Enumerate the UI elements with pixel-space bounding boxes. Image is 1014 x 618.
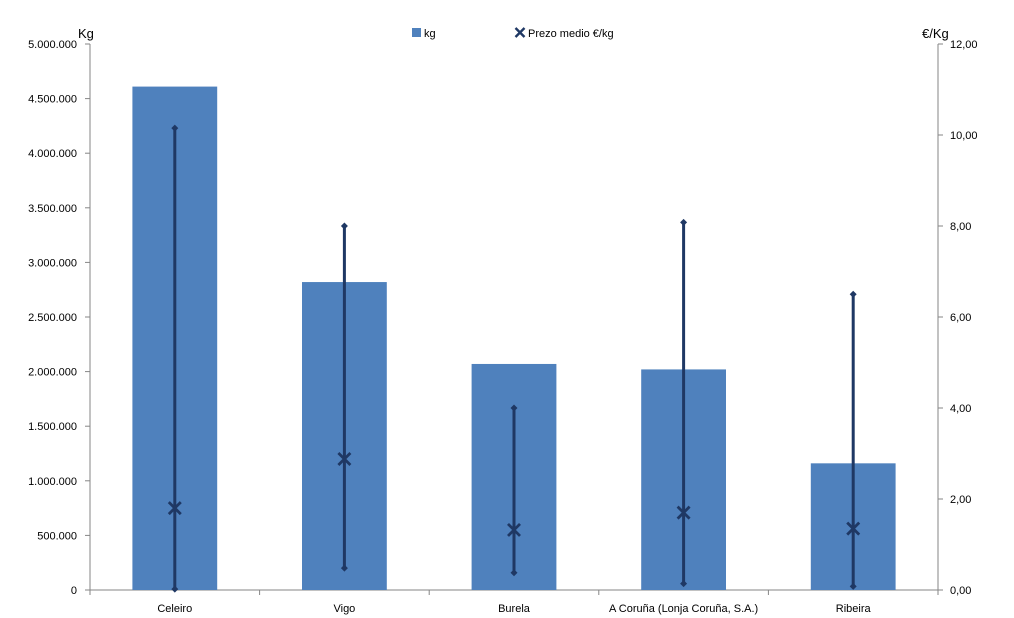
x-axis-category-label: Celeiro [157,603,192,615]
price-min-marker [171,585,179,593]
price-max-marker [171,124,179,132]
tick-labels: 0 500.000 1.000.000 1.500.000 2.000.000 2.500… [28,26,977,615]
price-average-marker [676,505,691,520]
x-axis-category-label: A Coruña (Lonja Coruña, S.A.) [609,603,758,615]
price-markers [167,451,861,537]
x-axis-category-label: Vigo [333,603,355,615]
left-axis-tick-label: 2.500.000 [28,312,77,324]
right-axis-label: €/Kg [922,26,949,41]
price-max-marker [680,218,688,226]
legend-swatch-kg [412,28,421,37]
legend-label-kg: kg [424,28,436,40]
left-axis-tick-label: 1.500.000 [28,421,77,433]
legend-label-price: Prezo medio €/kg [528,28,614,40]
price-min-marker [680,580,688,588]
price-max-marker [510,404,518,412]
right-axis-tick-label: 6,00 [950,312,971,324]
left-axis-tick-label: 1.000.000 [28,476,77,488]
left-axis-tick-label: 5.000.000 [28,39,77,51]
price-max-marker [849,290,857,298]
left-axis-tick-label: 3.500.000 [28,203,77,215]
legend-swatch-price [514,27,526,38]
left-axis-tick-label: 4.000.000 [28,148,77,160]
left-axis-tick-label: 4.500.000 [28,94,77,106]
price-min-marker [340,564,348,572]
right-axis-tick-label: 12,00 [950,39,978,51]
left-axis-label: Kg [78,26,94,41]
right-axis-tick-label: 4,00 [950,403,971,415]
price-min-marker [510,569,518,577]
price-average-marker [507,522,521,537]
right-axis-tick-label: 0,00 [950,585,971,597]
right-axis-tick-label: 10,00 [950,130,978,142]
left-axis-tick-label: 500.000 [37,530,77,542]
left-axis-tick-label: 2.000.000 [28,367,77,379]
x-axis-category-label: Burela [498,603,531,615]
left-axis-tick-label: 3.000.000 [28,257,77,269]
right-axis-tick-label: 8,00 [950,221,971,233]
price-average-marker [337,451,352,466]
left-axis-tick-label: 0 [71,585,77,597]
price-ranges [171,124,857,593]
x-axis-category-label: Ribeira [836,603,872,615]
price-min-marker [849,582,857,590]
legend: kg Prezo medio €/kg [412,27,614,40]
price-average-marker [846,521,861,536]
price-max-marker [340,222,348,230]
price-average-marker [167,501,182,516]
right-axis-tick-label: 2,00 [950,494,971,506]
